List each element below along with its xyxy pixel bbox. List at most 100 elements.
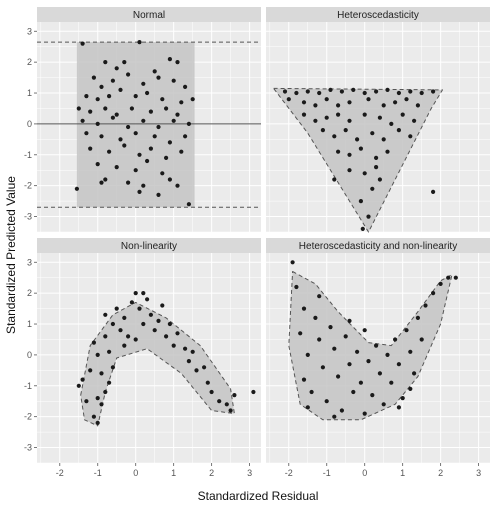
data-point xyxy=(171,343,176,348)
data-point xyxy=(175,331,180,336)
data-point xyxy=(148,146,153,151)
data-point xyxy=(282,89,288,94)
data-point xyxy=(156,124,161,130)
data-point xyxy=(360,226,365,231)
data-point xyxy=(351,389,356,395)
data-point xyxy=(374,89,379,94)
data-point xyxy=(412,118,417,123)
data-point xyxy=(126,124,131,130)
data-point xyxy=(114,112,119,117)
data-point xyxy=(95,396,100,401)
shaded-region xyxy=(288,271,453,421)
data-point xyxy=(95,420,100,425)
data-point xyxy=(320,365,325,370)
data-point xyxy=(137,40,142,45)
y-tick-label: 2 xyxy=(27,288,32,298)
data-point xyxy=(301,112,307,117)
data-point xyxy=(183,134,188,139)
data-point xyxy=(99,84,104,89)
data-point xyxy=(133,168,138,173)
data-point xyxy=(107,94,112,99)
data-point xyxy=(396,405,401,410)
data-point xyxy=(95,121,100,126)
data-point xyxy=(156,75,161,80)
data-point xyxy=(298,331,303,336)
x-tick-label: 3 xyxy=(476,468,481,478)
shaded-region xyxy=(80,301,235,427)
data-point xyxy=(91,340,96,345)
data-point xyxy=(141,291,146,296)
data-point xyxy=(171,118,176,123)
data-point xyxy=(160,171,165,176)
data-point xyxy=(107,349,112,354)
data-point xyxy=(141,321,146,327)
data-point xyxy=(103,177,108,182)
y-tick-label: 0 xyxy=(27,119,32,129)
x-tick-label: 2 xyxy=(209,468,214,478)
data-point xyxy=(393,337,398,342)
data-point xyxy=(183,346,188,351)
data-point xyxy=(80,41,85,46)
x-tick-label: 3 xyxy=(247,468,252,478)
data-point xyxy=(91,414,96,419)
data-point xyxy=(99,402,104,407)
data-point xyxy=(167,177,172,182)
data-point xyxy=(294,284,299,290)
data-point xyxy=(114,165,119,170)
data-point xyxy=(358,199,363,204)
data-point xyxy=(309,389,314,395)
data-point xyxy=(107,380,112,385)
data-point xyxy=(415,315,420,320)
panel-normal xyxy=(37,7,261,233)
data-point xyxy=(362,112,367,117)
data-point xyxy=(194,368,199,373)
data-point xyxy=(313,118,318,123)
data-point xyxy=(141,183,146,188)
data-point xyxy=(164,334,169,339)
panel-title-heteroscedasticity: Heteroscedasticity xyxy=(337,10,419,21)
data-point xyxy=(183,84,188,89)
data-point xyxy=(232,393,237,398)
data-point xyxy=(99,180,104,185)
data-point xyxy=(126,72,131,77)
panel-heteroscedasticity xyxy=(266,7,490,233)
data-point xyxy=(408,134,413,139)
panel-title-normal: Normal xyxy=(133,10,165,21)
data-point xyxy=(317,294,322,299)
data-point xyxy=(332,414,337,419)
data-point xyxy=(103,389,108,395)
data-point xyxy=(366,214,371,219)
data-point xyxy=(446,275,451,280)
data-point xyxy=(362,328,367,333)
data-point xyxy=(336,149,341,154)
data-point xyxy=(320,128,325,133)
data-point xyxy=(179,100,184,105)
x-axis-label: Standardized Residual xyxy=(198,489,319,503)
data-point xyxy=(84,399,89,404)
data-point xyxy=(186,359,191,364)
data-point xyxy=(347,152,352,157)
y-tick-label: 2 xyxy=(27,57,32,67)
data-point xyxy=(377,371,382,376)
data-point xyxy=(80,118,85,123)
data-point xyxy=(107,149,112,154)
data-point xyxy=(393,100,398,105)
data-point xyxy=(217,399,222,404)
strip-background xyxy=(266,238,490,253)
y-axis-label: Standardized Predicted Value xyxy=(4,176,18,334)
data-point xyxy=(423,303,428,308)
data-point xyxy=(362,411,367,416)
x-axis-ticks: -2 -1 0 1 2 3 -2 -1 0 1 2 3 xyxy=(56,463,481,478)
data-point xyxy=(91,75,96,80)
data-point xyxy=(366,359,371,364)
y-tick-label: 3 xyxy=(27,257,32,267)
data-point xyxy=(175,112,180,117)
data-point xyxy=(301,100,307,105)
data-point xyxy=(126,334,131,339)
data-point xyxy=(408,349,413,354)
data-point xyxy=(347,362,352,367)
data-point xyxy=(389,121,394,126)
data-point xyxy=(305,405,310,410)
data-point xyxy=(133,337,138,342)
